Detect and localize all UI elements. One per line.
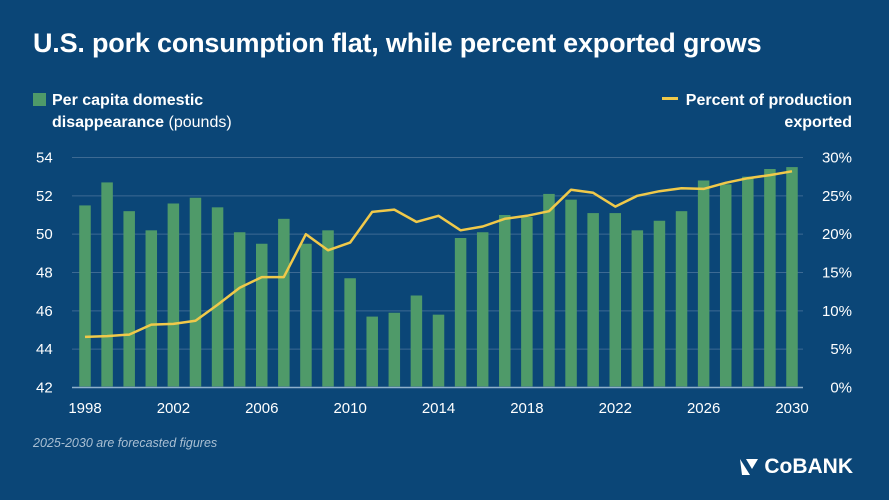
bar (476, 232, 489, 387)
cobank-logo: CoBANK (738, 455, 853, 479)
export-percent-line (84, 170, 793, 339)
bar (454, 238, 467, 387)
y-right-tick-label: 25% (822, 188, 852, 205)
legend-line-line2: exported (784, 114, 852, 131)
logo-text: CoBANK (764, 455, 853, 478)
bar (233, 232, 246, 387)
legend-bars-line2: disappearance (52, 114, 165, 131)
x-tick-label: 2002 (157, 400, 190, 417)
bar (587, 213, 599, 387)
y-left-tick-label: 48 (36, 265, 53, 282)
bar (675, 211, 688, 387)
x-tick-label: 2022 (599, 400, 632, 417)
x-tick-label: 2030 (775, 400, 808, 417)
legend-line: Percent of production exported (661, 90, 852, 134)
bar (786, 167, 798, 387)
bar (189, 197, 202, 387)
bar (366, 316, 378, 387)
bar (543, 193, 555, 387)
bar (719, 184, 732, 387)
x-tick-label: 2014 (422, 400, 455, 417)
bar (278, 218, 290, 387)
legend-bars-unit: (pounds) (168, 114, 232, 131)
y-left-tick-label: 46 (36, 303, 53, 320)
x-tick-label: 2010 (333, 400, 366, 417)
x-tick-label: 2018 (510, 400, 543, 417)
y-right-tick-label: 15% (822, 265, 852, 282)
y-right-tick-label: 10% (822, 303, 852, 320)
y-left-tick-label: 42 (36, 380, 53, 397)
y-right-tick-label: 30% (822, 150, 852, 167)
legend-line-swatch (661, 97, 678, 100)
x-tick-label: 2026 (687, 400, 720, 417)
bar (344, 278, 356, 387)
legend-line-line1: Percent of production (685, 92, 852, 109)
legend-bars-line1: Per capita domestic (52, 92, 204, 109)
chart-title: U.S. pork consumption flat, while percen… (33, 28, 762, 58)
bar (653, 220, 666, 387)
y-left-tick-label: 50 (36, 226, 53, 243)
forecast-note: 2025-2030 are forecasted figures (33, 436, 218, 450)
x-tick-label: 2006 (245, 400, 278, 417)
y-left-tick-label: 52 (36, 188, 53, 205)
logo-icon (740, 459, 759, 475)
y-right-tick-label: 20% (822, 226, 852, 243)
y-left-tick-label: 54 (36, 150, 53, 167)
bar (167, 203, 180, 387)
bar (742, 176, 754, 387)
bar (565, 199, 577, 387)
y-right-tick-label: 5% (830, 341, 852, 358)
legend-bars: Per capita domestic disappearance (pound… (33, 90, 232, 134)
legend-bar-swatch (33, 93, 46, 106)
bar (256, 243, 268, 387)
bar (521, 216, 533, 387)
x-tick-label: 1998 (68, 400, 101, 417)
bar (322, 230, 334, 387)
bar (432, 314, 445, 387)
bar (300, 243, 312, 387)
bar (609, 213, 621, 387)
y-right-tick-label: 0% (830, 380, 852, 397)
bar (631, 230, 644, 387)
bar (101, 182, 113, 387)
bar (697, 180, 710, 387)
bar (79, 205, 91, 387)
bar (764, 169, 776, 387)
bar (410, 295, 423, 387)
bar (211, 207, 224, 387)
bar (123, 211, 135, 387)
bar (499, 215, 511, 387)
y-left-tick-label: 44 (36, 341, 53, 358)
bar (388, 312, 401, 387)
bar (145, 230, 158, 387)
